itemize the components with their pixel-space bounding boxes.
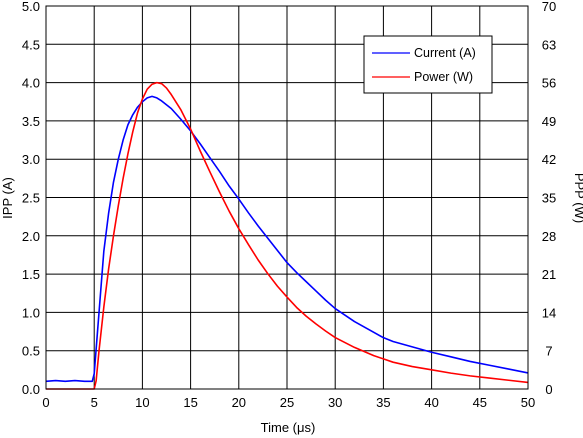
y-tick-label: 2.0 (22, 229, 40, 244)
legend-label-power: Power (W) (414, 70, 473, 84)
y2-tick-label: 7 (545, 344, 552, 359)
x-tick-label: 0 (42, 395, 49, 410)
y2-tick-label: 21 (542, 267, 556, 282)
x-tick-label: 25 (280, 395, 294, 410)
y-tick-label: 5.0 (22, 0, 40, 14)
y-tick-label: 3.0 (22, 152, 40, 167)
legend: Current (A) Power (W) (363, 35, 493, 94)
y-tick-label: 4.5 (22, 37, 40, 52)
y-tick-label: 0.5 (22, 344, 40, 359)
y-tick-label: 0.0 (22, 382, 40, 397)
x-tick-label: 50 (521, 395, 535, 410)
y2-tick-label: 28 (542, 229, 556, 244)
y-tick-labels: 0.0 0.5 1.0 1.5 2.0 2.5 3.0 3.5 4.0 4.5 5.0 (22, 0, 40, 397)
y2-axis-label: PPP (W) (572, 173, 583, 223)
y-tick-label: 3.5 (22, 114, 40, 129)
series-line-power (46, 81, 529, 390)
y2-tick-label: 63 (542, 37, 556, 52)
x-tick-label: 15 (183, 395, 197, 410)
legend-label-current: Current (A) (414, 46, 476, 60)
y2-tick-label: 70 (542, 0, 556, 14)
x-tick-label: 45 (473, 395, 487, 410)
y2-tick-labels: 0 7 14 21 28 35 42 49 56 63 70 (542, 0, 556, 397)
y-axis-label: IPP (A) (0, 177, 15, 219)
x-tick-label: 20 (232, 395, 246, 410)
y2-tick-label: 56 (542, 76, 556, 91)
x-tick-label: 5 (91, 395, 98, 410)
x-tick-label: 30 (328, 395, 342, 410)
y-tick-label: 4.0 (22, 76, 40, 91)
y-tick-label: 1.0 (22, 305, 40, 320)
y2-tick-label: 0 (545, 382, 552, 397)
y2-tick-label: 35 (542, 191, 556, 206)
plot-frame (45, 5, 529, 390)
y2-tick-label: 42 (542, 152, 556, 167)
y2-tick-label: 49 (542, 114, 556, 129)
series-layer (45, 81, 529, 390)
x-tick-label: 10 (135, 395, 149, 410)
y2-tick-label: 14 (542, 305, 556, 320)
series-line-current (45, 95, 529, 383)
legend-box (363, 35, 493, 94)
x-tick-label: 35 (376, 395, 390, 410)
x-tick-label: 40 (424, 395, 438, 410)
y-tick-label: 1.5 (22, 267, 40, 282)
y-tick-label: 2.5 (22, 191, 40, 206)
x-tick-labels: 0 5 10 15 20 25 30 35 40 45 50 (42, 395, 535, 410)
x-axis-label: Time (μs) (261, 420, 316, 435)
